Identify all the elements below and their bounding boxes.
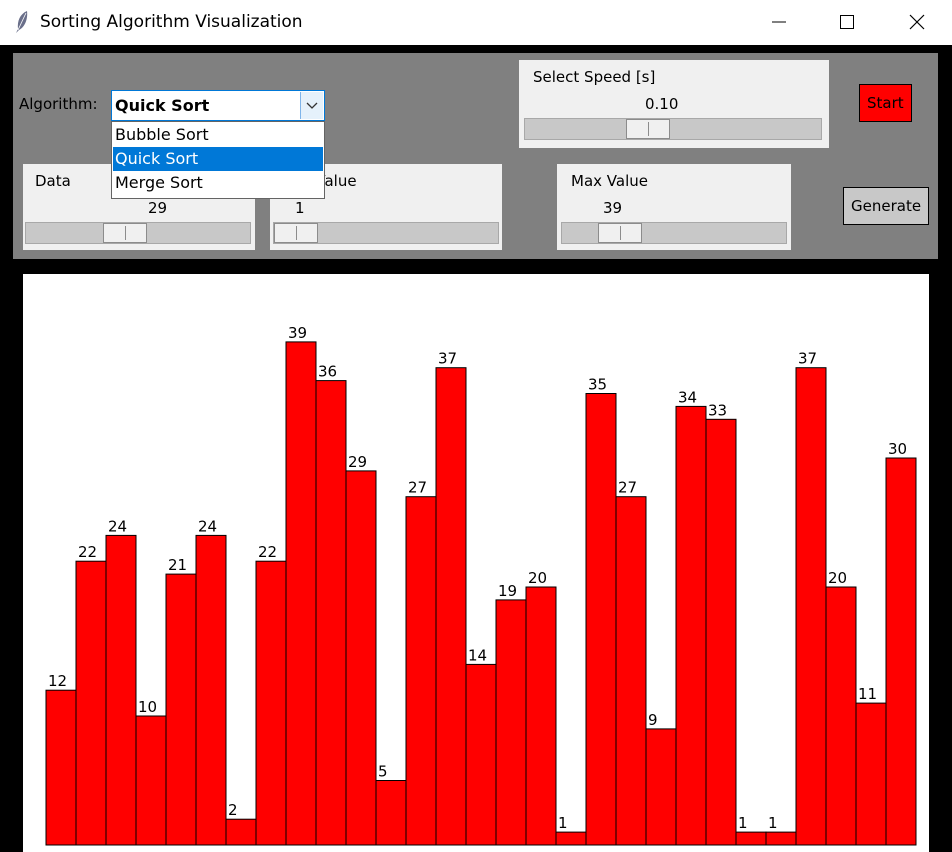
- max-value-value: 39: [603, 199, 623, 217]
- min-value-slider-thumb[interactable]: [274, 223, 318, 243]
- dropdown-button[interactable]: [300, 92, 323, 119]
- control-panel: Algorithm: Quick Sort Bubble Sort Quick …: [13, 53, 938, 259]
- bar-label-0: 12: [48, 672, 67, 690]
- close-button[interactable]: [894, 0, 940, 45]
- bar-label-6: 2: [228, 801, 238, 819]
- bar-5: [195, 534, 227, 846]
- bar-8: [285, 341, 317, 846]
- bar-11: [375, 780, 407, 846]
- minimize-icon: [772, 21, 786, 23]
- visualization-canvas: 12 22 24 10 21 24 2 22 39 36 29 5 27 37 14 19 20 1 35 27 9 34…: [23, 274, 929, 852]
- bar-13: [435, 367, 467, 846]
- bar-label-10: 29: [348, 453, 367, 471]
- bar-label-3: 10: [138, 698, 157, 716]
- bar-label-14: 14: [468, 646, 487, 664]
- bar-label-15: 19: [498, 582, 517, 600]
- bar-4: [165, 573, 197, 846]
- bar-label-16: 20: [528, 569, 547, 587]
- bar-label-18: 35: [588, 376, 607, 394]
- title-bar: Sorting Algorithm Visualization: [0, 0, 952, 45]
- bar-label-11: 5: [378, 763, 388, 781]
- bar-24: [765, 831, 797, 846]
- max-value-scale: Max Value 39: [557, 164, 791, 250]
- max-value-slider-thumb[interactable]: [598, 223, 642, 243]
- bar-label-9: 36: [318, 363, 337, 381]
- bar-label-24: 1: [768, 814, 778, 832]
- data-size-slider-thumb[interactable]: [103, 223, 147, 243]
- bar-21: [675, 405, 707, 846]
- option-merge-sort[interactable]: Merge Sort: [115, 173, 203, 192]
- bar-12: [405, 496, 437, 846]
- data-size-value: 29: [148, 199, 168, 217]
- bar-9: [315, 380, 347, 846]
- bar-15: [495, 599, 527, 846]
- chevron-down-icon: [306, 102, 318, 109]
- data-size-label: Data: [35, 172, 71, 190]
- bar-16: [525, 586, 557, 846]
- bar-10: [345, 470, 377, 846]
- bar-28: [885, 457, 917, 846]
- algorithm-combobox[interactable]: Quick Sort: [111, 90, 325, 121]
- maximize-icon: [840, 15, 854, 29]
- bar-2: [105, 534, 137, 846]
- algorithm-label: Algorithm:: [19, 95, 98, 113]
- bar-7: [255, 560, 287, 846]
- max-value-label: Max Value: [571, 172, 648, 190]
- bar-label-19: 27: [618, 479, 637, 497]
- minimize-button[interactable]: [756, 0, 802, 45]
- min-value-value: 1: [295, 199, 305, 217]
- bar-label-1: 22: [78, 543, 97, 561]
- bar-chart: 1222241021242223936295273714192013527934…: [45, 324, 917, 846]
- bar-1: [75, 560, 107, 846]
- window-title: Sorting Algorithm Visualization: [40, 12, 303, 32]
- max-value-slider-trough[interactable]: [561, 222, 787, 244]
- bar-label-4: 21: [168, 556, 187, 574]
- min-value-slider-trough[interactable]: [273, 222, 499, 244]
- data-size-slider-trough[interactable]: [25, 222, 251, 244]
- bar-20: [645, 728, 677, 846]
- algorithm-dropdown-list: Bubble Sort Quick Sort Merge Sort: [111, 121, 325, 199]
- bar-label-28: 30: [888, 440, 907, 458]
- bar-label-26: 20: [828, 569, 847, 587]
- bar-label-2: 24: [108, 517, 127, 535]
- option-bubble-sort[interactable]: Bubble Sort: [115, 125, 209, 144]
- bar-label-27: 11: [858, 685, 877, 703]
- bar-27: [855, 702, 887, 846]
- bar-3: [135, 715, 167, 846]
- bar-19: [615, 496, 647, 846]
- bar-label-21: 34: [678, 388, 697, 406]
- bar-label-12: 27: [408, 479, 427, 497]
- bar-0: [45, 689, 77, 846]
- bar-label-22: 33: [708, 401, 727, 419]
- min-value-scale: Min Value 1: [270, 164, 502, 250]
- bar-18: [585, 393, 617, 846]
- bar-label-5: 24: [198, 517, 217, 535]
- speed-slider-trough[interactable]: [524, 118, 822, 140]
- bar-14: [465, 663, 497, 846]
- bar-17: [555, 831, 587, 846]
- generate-button[interactable]: Generate: [843, 187, 929, 225]
- bar-label-7: 22: [258, 543, 277, 561]
- bar-23: [735, 831, 767, 846]
- bar-22: [705, 418, 737, 846]
- speed-slider-thumb[interactable]: [626, 119, 670, 139]
- algorithm-selected-value: Quick Sort: [115, 96, 210, 115]
- speed-label: Select Speed [s]: [533, 68, 656, 86]
- bar-label-8: 39: [288, 324, 307, 342]
- bar-25: [795, 367, 827, 846]
- bar-label-13: 37: [438, 350, 457, 368]
- close-icon: [909, 14, 925, 30]
- bar-label-20: 9: [648, 711, 658, 729]
- feather-icon: [16, 11, 28, 33]
- speed-scale: Select Speed [s] 0.10: [519, 60, 829, 148]
- speed-value: 0.10: [645, 95, 679, 113]
- bar-label-23: 1: [738, 814, 748, 832]
- bar-6: [225, 818, 257, 846]
- bar-26: [825, 586, 857, 846]
- start-button[interactable]: Start: [859, 84, 912, 122]
- bar-label-25: 37: [798, 350, 817, 368]
- bar-label-17: 1: [558, 814, 568, 832]
- maximize-button[interactable]: [824, 0, 870, 45]
- option-quick-sort[interactable]: Quick Sort: [113, 147, 323, 171]
